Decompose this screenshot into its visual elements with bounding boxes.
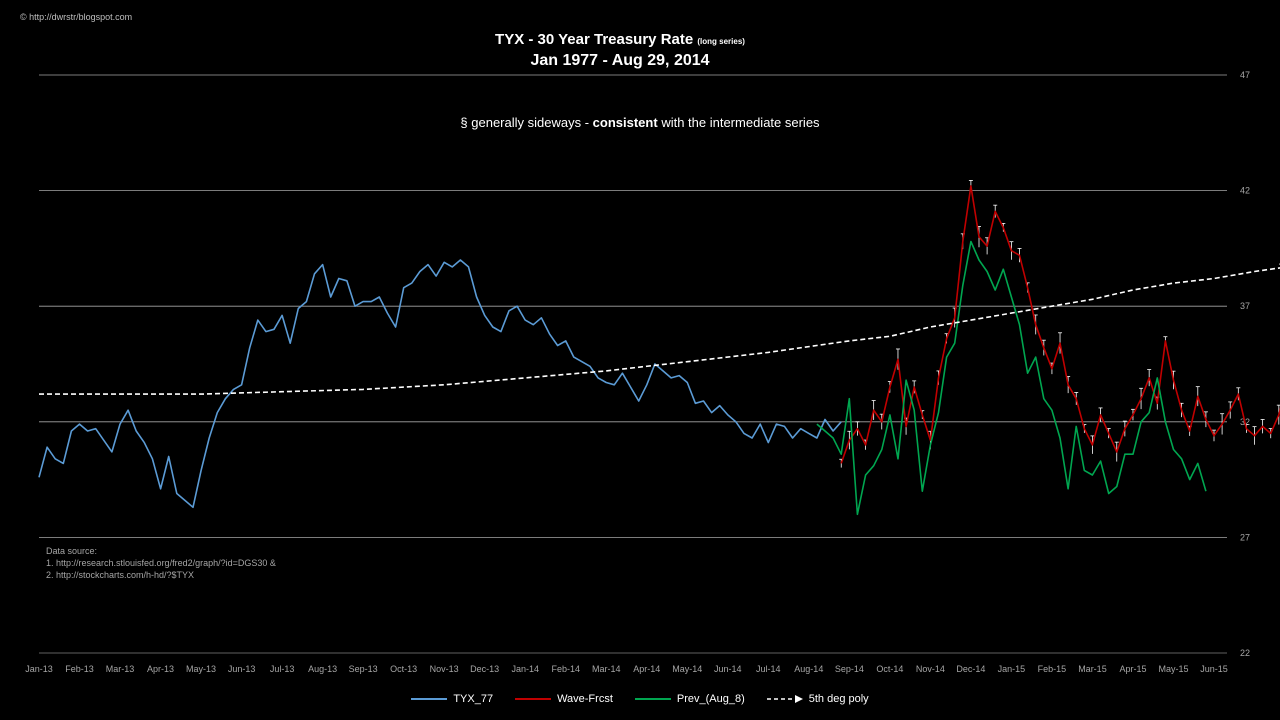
x-tick-label-27: Apr-15 [1119,664,1146,674]
x-tick-label-1: Feb-13 [65,664,94,674]
x-tick-label-16: May-14 [672,664,702,674]
x-tick-label-25: Feb-15 [1038,664,1067,674]
y-tick-label-47: 47 [1240,70,1250,80]
legend-label-poly: 5th deg poly [808,693,869,705]
legend-swatch-tyx [411,698,448,700]
x-tick-label-14: Mar-14 [592,664,621,674]
legend-item-wave: Wave-Frcst [515,693,613,705]
x-tick-label-8: Sep-13 [349,664,378,674]
series-poly [39,267,1280,395]
x-tick-label-4: May-13 [186,664,216,674]
legend-swatch-prev [634,698,671,700]
x-tick-label-5: Jun-13 [228,664,256,674]
x-tick-label-21: Oct-14 [876,664,903,674]
annotation-prefix: § generally sideways - [460,115,590,130]
source-line-2: 2. http://stockcharts.com/h-hd/?$TYX [46,570,195,580]
x-tick-label-15: Apr-14 [633,664,660,674]
chart-title-main: TYX - 30 Year Treasury Rate [495,31,694,48]
chart-subtitle: Jan 1977 - Aug 29, 2014 [530,52,710,69]
x-tick-label-11: Dec-13 [470,664,499,674]
legend-item-tyx: TYX_77 [411,693,493,705]
x-tick-label-0: Jan-13 [25,664,53,674]
x-tick-label-6: Jul-13 [270,664,295,674]
data-source: Data source: 1. http://research.stlouisf… [46,545,276,581]
series-tyx [38,259,842,509]
legend-item-poly: 5th deg poly [766,693,869,705]
source-line-0: Data source: [46,546,98,556]
legend-label-wave: Wave-Frcst [557,693,613,705]
legend-swatch-wave [515,698,552,700]
x-tick-label-7: Aug-13 [308,664,337,674]
series-wave-frcst [840,185,1280,464]
chart-annotation: § generally sideways - consistent with t… [380,115,900,130]
annotation-bold: consistent [592,115,658,130]
legend-label-prev: Prev_(Aug_8) [676,693,745,705]
x-tick-label-13: Feb-14 [551,664,580,674]
x-tick-label-28: May-15 [1158,664,1188,674]
series-prev [816,240,1207,516]
credit-text: © http://dwrstr/blogspot.com [20,12,133,22]
chart-title-small: (long series) [697,37,745,46]
x-tick-label-23: Dec-14 [956,664,985,674]
x-tick-label-24: Jan-15 [998,664,1026,674]
x-tick-label-19: Aug-14 [794,664,823,674]
y-tick-label-27: 27 [1240,532,1250,542]
x-tick-label-20: Sep-14 [835,664,864,674]
x-tick-label-2: Mar-13 [106,664,135,674]
source-line-1: 1. http://research.stlouisfed.org/fred2/… [46,558,276,568]
x-tick-label-29: Jun-15 [1200,664,1228,674]
chart-title: TYX - 30 Year Treasury Rate (long series… [360,31,880,48]
legend-swatch-poly [766,695,803,703]
x-tick-label-12: Jan-14 [511,664,539,674]
y-tick-label-22: 22 [1240,648,1250,658]
x-tick-label-10: Nov-13 [430,664,459,674]
x-tick-label-18: Jul-14 [756,664,781,674]
chart-legend: TYX_77 Wave-Frcst Prev_(Aug_8) 5th deg p… [0,693,1280,705]
x-tick-label-17: Jun-14 [714,664,742,674]
y-tick-label-37: 37 [1240,301,1250,311]
y-tick-label-42: 42 [1240,186,1250,196]
legend-item-prev: Prev_(Aug_8) [634,693,745,705]
annotation-suffix: with the intermediate series [661,115,820,130]
x-tick-label-3: Apr-13 [147,664,174,674]
x-tick-label-22: Nov-14 [916,664,945,674]
x-tick-label-9: Oct-13 [390,664,417,674]
x-tick-label-26: Mar-15 [1078,664,1107,674]
legend-label-tyx: TYX_77 [453,693,494,705]
